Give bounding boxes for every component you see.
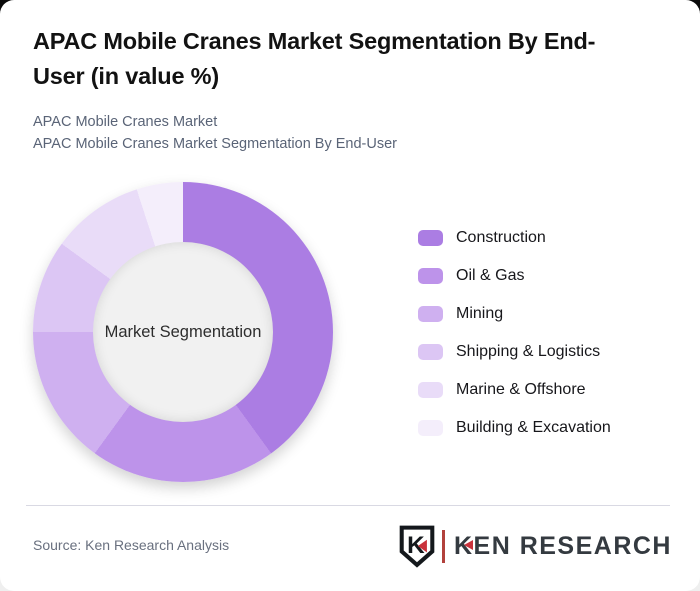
legend-swatch	[418, 381, 443, 398]
legend-swatch	[418, 229, 443, 246]
subtitle-line-1: APAC Mobile Cranes Market	[33, 114, 218, 130]
legend-item-4[interactable]: Marine & Offshore	[418, 380, 611, 399]
logo-divider-bar	[441, 529, 445, 563]
legend-item-0[interactable]: Construction	[418, 228, 611, 247]
chart-legend: Construction Oil & Gas Mining Shipping & Lo…	[418, 228, 611, 437]
donut-chart[interactable]: Market Segmentation	[33, 182, 333, 482]
brand-wordmark: K EN RESEARCH	[454, 532, 672, 561]
legend-item-5[interactable]: Building & Excavation	[418, 418, 611, 437]
legend-label: Shipping & Logistics	[456, 342, 601, 360]
source-note: Source: Ken Research Analysis	[33, 537, 230, 553]
subtitle-line-2: APAC Mobile Cranes Market Segmentation B…	[33, 135, 397, 152]
legend-item-3[interactable]: Shipping & Logistics	[418, 342, 611, 361]
donut-center-label: Market Segmentation	[104, 322, 262, 341]
svg-text:K: K	[407, 532, 425, 559]
legend-label: Building & Excavation	[456, 418, 611, 436]
ken-research-logo: K K EN RESEARCH	[399, 524, 672, 568]
brand-letter-k: K	[453, 531, 474, 560]
legend-label: Mining	[456, 304, 504, 322]
chart-subtitle: APAC Mobile Cranes Market APAC Mobile Cr…	[33, 112, 397, 155]
shield-icon: K	[399, 525, 435, 568]
legend-label: Marine & Offshore	[456, 380, 586, 398]
donut-center: Market Segmentation	[93, 242, 273, 422]
legend-item-1[interactable]: Oil & Gas	[418, 266, 611, 285]
legend-label: Oil & Gas	[456, 266, 525, 284]
legend-swatch	[418, 267, 443, 284]
legend-swatch	[418, 343, 443, 360]
brand-letters-rest: EN RESEARCH	[473, 531, 672, 560]
legend-label: Construction	[456, 228, 546, 246]
brand-k-triangle-icon	[463, 539, 473, 550]
footer-divider	[26, 505, 670, 506]
page-title: APAC Mobile Cranes Market Segmentation B…	[33, 28, 596, 89]
legend-swatch	[418, 419, 443, 436]
legend-item-2[interactable]: Mining	[418, 304, 611, 323]
legend-swatch	[418, 305, 443, 322]
